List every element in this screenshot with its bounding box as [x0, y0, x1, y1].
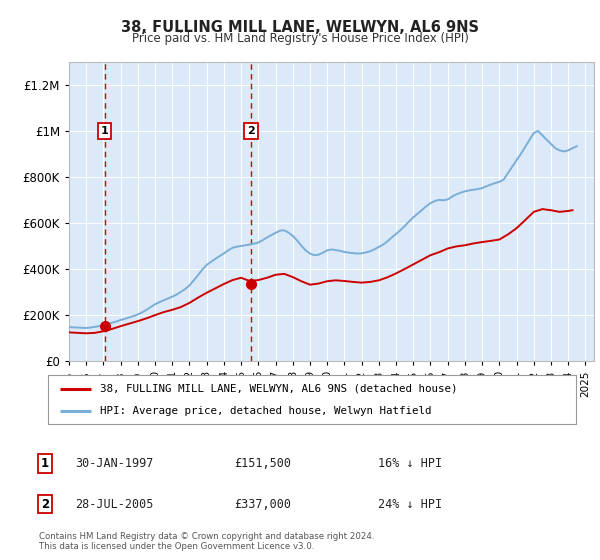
Text: Contains HM Land Registry data © Crown copyright and database right 2024.: Contains HM Land Registry data © Crown c…	[39, 532, 374, 541]
Text: 1: 1	[101, 126, 109, 136]
Text: £337,000: £337,000	[234, 497, 291, 511]
Text: HPI: Average price, detached house, Welwyn Hatfield: HPI: Average price, detached house, Welw…	[100, 406, 431, 416]
Text: 1: 1	[41, 456, 49, 470]
Text: 38, FULLING MILL LANE, WELWYN, AL6 9NS: 38, FULLING MILL LANE, WELWYN, AL6 9NS	[121, 20, 479, 35]
Text: £151,500: £151,500	[234, 456, 291, 470]
Text: 38, FULLING MILL LANE, WELWYN, AL6 9NS (detached house): 38, FULLING MILL LANE, WELWYN, AL6 9NS (…	[100, 384, 457, 394]
Text: This data is licensed under the Open Government Licence v3.0.: This data is licensed under the Open Gov…	[39, 542, 314, 551]
Text: 28-JUL-2005: 28-JUL-2005	[75, 497, 154, 511]
Text: 2: 2	[41, 497, 49, 511]
Text: Price paid vs. HM Land Registry's House Price Index (HPI): Price paid vs. HM Land Registry's House …	[131, 32, 469, 45]
Text: 30-JAN-1997: 30-JAN-1997	[75, 456, 154, 470]
Text: 24% ↓ HPI: 24% ↓ HPI	[378, 497, 442, 511]
Text: 2: 2	[247, 126, 255, 136]
Text: 16% ↓ HPI: 16% ↓ HPI	[378, 456, 442, 470]
